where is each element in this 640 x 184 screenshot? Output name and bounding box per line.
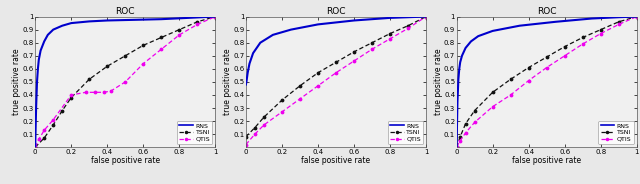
Title: ROC: ROC — [116, 7, 135, 16]
X-axis label: false positive rate: false positive rate — [301, 156, 371, 165]
Y-axis label: true positive rate: true positive rate — [433, 49, 442, 115]
Title: ROC: ROC — [326, 7, 346, 16]
Legend: RNS, TSNI, QTIS: RNS, TSNI, QTIS — [388, 121, 423, 144]
Y-axis label: true positive rate: true positive rate — [12, 49, 21, 115]
Y-axis label: true positive rate: true positive rate — [223, 49, 232, 115]
X-axis label: false positive rate: false positive rate — [91, 156, 160, 165]
Legend: RNS, TSNI, QTIS: RNS, TSNI, QTIS — [177, 121, 212, 144]
Title: ROC: ROC — [537, 7, 556, 16]
Legend: RNS, TSNI, QTIS: RNS, TSNI, QTIS — [598, 121, 634, 144]
X-axis label: false positive rate: false positive rate — [512, 156, 581, 165]
